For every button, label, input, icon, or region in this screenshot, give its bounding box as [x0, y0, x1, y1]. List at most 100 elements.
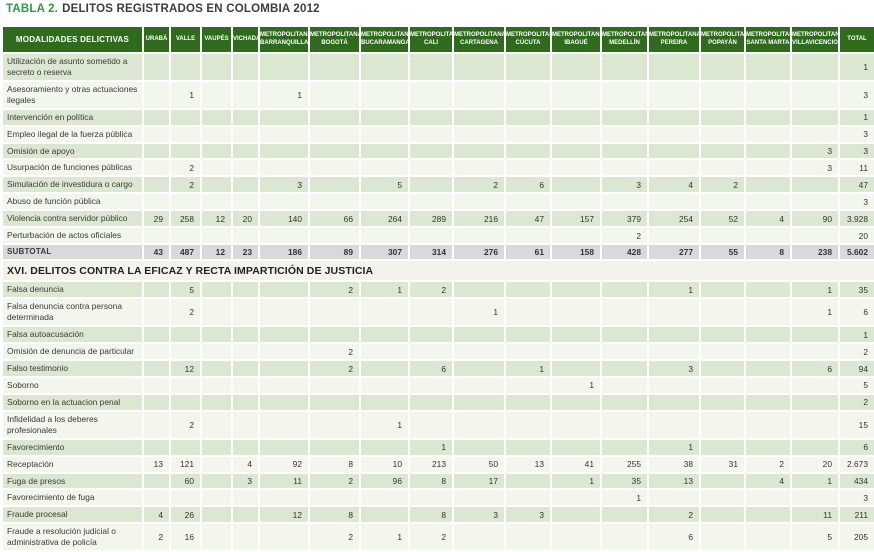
value-cell: 1 [602, 490, 649, 508]
table-row: Omisión de apoyo 3 3 [3, 143, 874, 161]
column-header-line: VAUPÉS [204, 35, 229, 42]
column-header: METROPOLITANA MEDELLÍN [602, 27, 649, 54]
value-cell [233, 194, 260, 212]
value-cell [701, 126, 746, 144]
column-header: METROPOLITANACALI [410, 27, 454, 54]
value-cell: 1 [361, 282, 410, 300]
value-cell: 52 [701, 211, 746, 229]
value-cell: 4 [144, 507, 171, 525]
row-label: Falsa denuncia contra persona determinad… [3, 299, 144, 328]
value-cell: 43 [144, 245, 171, 262]
value-cell [361, 394, 410, 412]
value-cell: 1 [260, 81, 310, 110]
value-cell [454, 194, 506, 212]
value-cell: 1 [171, 81, 202, 110]
value-cell [602, 377, 649, 395]
value-cell [144, 490, 171, 508]
column-header: METROPOLITANA CARTAGENA [454, 27, 506, 54]
value-cell [171, 327, 202, 345]
column-header-line: POPAYÁN [708, 39, 737, 46]
value-cell [233, 411, 260, 440]
value-cell [552, 507, 602, 525]
value-cell [410, 126, 454, 144]
value-cell: 12 [202, 245, 233, 262]
value-cell [410, 109, 454, 127]
value-cell: 2 [171, 160, 202, 178]
value-cell [746, 54, 792, 82]
column-header-line: CARTAGENA [460, 39, 498, 46]
value-cell [202, 507, 233, 525]
value-cell [410, 377, 454, 395]
column-header: METROPOLITANASANTA MARTA [746, 27, 792, 54]
value-cell [792, 377, 840, 395]
value-cell [701, 327, 746, 345]
value-cell [649, 81, 701, 110]
value-cell [310, 411, 361, 440]
value-cell [260, 439, 310, 457]
row-label: Violencia contra servidor público [3, 211, 144, 229]
value-cell [410, 177, 454, 195]
value-cell [746, 160, 792, 178]
value-cell [233, 81, 260, 110]
value-cell [410, 143, 454, 161]
value-cell: 4 [233, 456, 260, 474]
value-cell [202, 109, 233, 127]
total-cell: 1 [840, 54, 874, 82]
value-cell [701, 282, 746, 300]
value-cell: 96 [361, 473, 410, 491]
value-cell [202, 377, 233, 395]
column-header-line: METROPOLITANA [361, 31, 410, 38]
value-cell [144, 126, 171, 144]
value-cell: 31 [701, 456, 746, 474]
value-cell [701, 299, 746, 328]
column-header-line: VILLAVICENCIO [792, 39, 838, 46]
value-cell [202, 456, 233, 474]
row-label: Falsa autoacusación [3, 327, 144, 345]
value-cell [602, 54, 649, 82]
value-cell [260, 109, 310, 127]
value-cell: 10 [361, 456, 410, 474]
column-header: TOTAL [840, 27, 874, 54]
value-cell [602, 394, 649, 412]
value-cell [746, 126, 792, 144]
value-cell [506, 194, 552, 212]
table-row: Violencia contra servidor público 29 258 12… [3, 211, 874, 229]
value-cell [361, 109, 410, 127]
column-header: METROPOLITANA VILLAVICENCIO [792, 27, 840, 54]
value-cell: 5 [361, 177, 410, 195]
column-header: METROPOLITANA BOGOTÁ [310, 27, 361, 54]
value-cell [649, 344, 701, 362]
value-cell [552, 299, 602, 328]
value-cell [310, 299, 361, 328]
value-cell [310, 439, 361, 457]
value-cell [454, 439, 506, 457]
total-cell: 5.602 [840, 245, 874, 262]
value-cell [602, 194, 649, 212]
value-cell [552, 282, 602, 300]
value-cell [454, 228, 506, 246]
value-cell [746, 377, 792, 395]
value-cell: 487 [171, 245, 202, 262]
value-cell [202, 282, 233, 300]
column-header: VAUPÉS [202, 27, 233, 54]
value-cell: 1 [552, 377, 602, 395]
value-cell [233, 361, 260, 378]
value-cell [171, 54, 202, 82]
value-cell [171, 194, 202, 212]
value-cell [792, 109, 840, 127]
value-cell: 3 [260, 177, 310, 195]
row-label: SUBTOTAL [3, 245, 144, 262]
value-cell [792, 228, 840, 246]
value-cell: 8 [746, 245, 792, 262]
value-cell [260, 54, 310, 82]
column-header-line: SANTA MARTA [746, 39, 790, 46]
table-row: Simulación de investidura o cargo 2 3 5 2 6 3 4… [3, 177, 874, 195]
value-cell: 89 [310, 245, 361, 262]
value-cell [310, 327, 361, 345]
value-cell [310, 160, 361, 178]
value-cell [410, 160, 454, 178]
value-cell [792, 394, 840, 412]
value-cell: 12 [202, 211, 233, 229]
value-cell [361, 228, 410, 246]
